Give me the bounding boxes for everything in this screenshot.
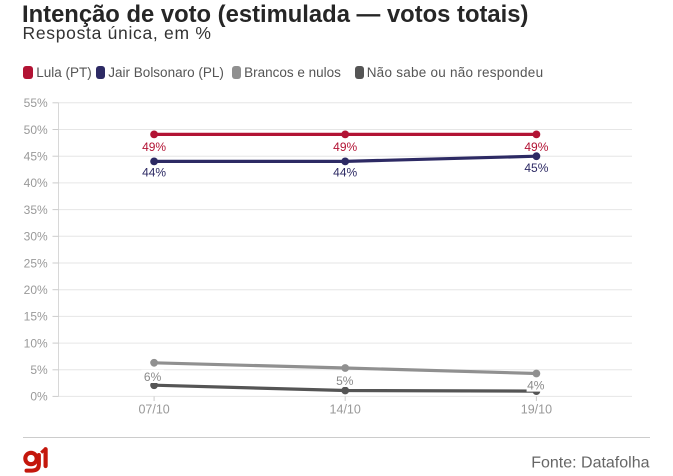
svg-text:Fonte: Datafolha: Fonte: Datafolha (531, 455, 649, 472)
svg-text:50%: 50% (24, 123, 48, 137)
svg-text:6%: 6% (144, 370, 162, 384)
svg-text:10%: 10% (24, 336, 48, 350)
svg-text:45%: 45% (524, 161, 548, 175)
svg-text:19/10: 19/10 (521, 403, 552, 417)
svg-text:45%: 45% (24, 150, 48, 164)
svg-text:15%: 15% (24, 310, 48, 324)
svg-text:44%: 44% (142, 165, 166, 179)
svg-text:49%: 49% (142, 140, 166, 154)
svg-text:25%: 25% (24, 256, 48, 270)
svg-text:55%: 55% (24, 96, 48, 110)
svg-text:44%: 44% (333, 165, 357, 179)
svg-text:07/10: 07/10 (138, 403, 169, 417)
svg-text:49%: 49% (333, 140, 357, 154)
svg-text:5%: 5% (30, 363, 48, 377)
svg-text:49%: 49% (524, 140, 548, 154)
svg-text:14/10: 14/10 (330, 403, 361, 417)
svg-text:5%: 5% (336, 374, 354, 388)
svg-text:40%: 40% (24, 176, 48, 190)
svg-text:30%: 30% (24, 230, 48, 244)
svg-text:4%: 4% (527, 378, 545, 392)
svg-text:35%: 35% (24, 203, 48, 217)
svg-text:0%: 0% (30, 390, 48, 404)
svg-text:20%: 20% (24, 283, 48, 297)
